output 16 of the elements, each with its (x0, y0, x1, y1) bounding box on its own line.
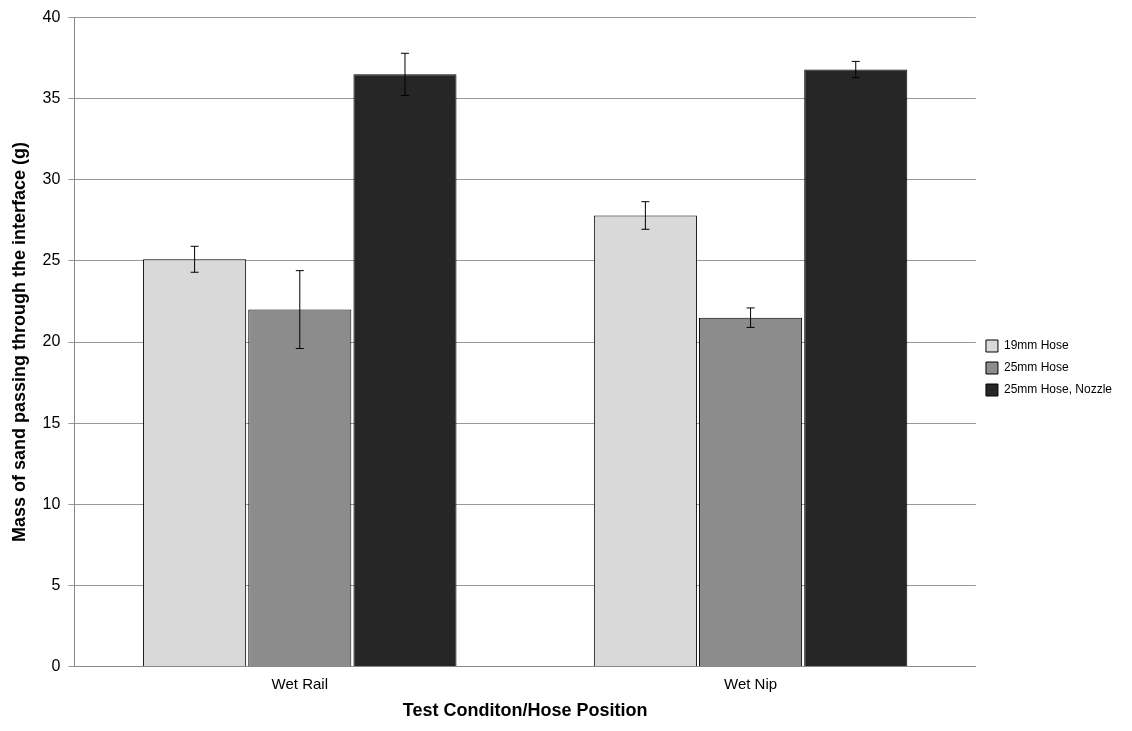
y-tick-label: 10 (42, 494, 61, 512)
legend-label: 25mm Hose (1003, 360, 1069, 375)
y-tick-label: 40 (42, 8, 61, 26)
legend-label: 25mm Hose, Nozzle (1003, 382, 1113, 397)
y-axis-title: Mass of sand passing through the interface (g) (8, 141, 29, 543)
y-tick-label: 20 (42, 332, 61, 350)
y-tick-label: 35 (42, 89, 61, 107)
x-tick-label: Wet Nip (724, 674, 778, 692)
y-tick-label: 5 (51, 575, 61, 593)
x-axis-title: Test Conditon/Hose Position (402, 700, 648, 721)
y-tick-label: 30 (42, 170, 61, 188)
y-tick-label: 15 (42, 413, 61, 431)
y-tick-label: 25 (42, 251, 61, 269)
x-tick-label: Wet Rail (271, 674, 328, 692)
y-tick-label: 0 (51, 656, 61, 674)
legend-label: 19mm Hose (1003, 338, 1069, 353)
